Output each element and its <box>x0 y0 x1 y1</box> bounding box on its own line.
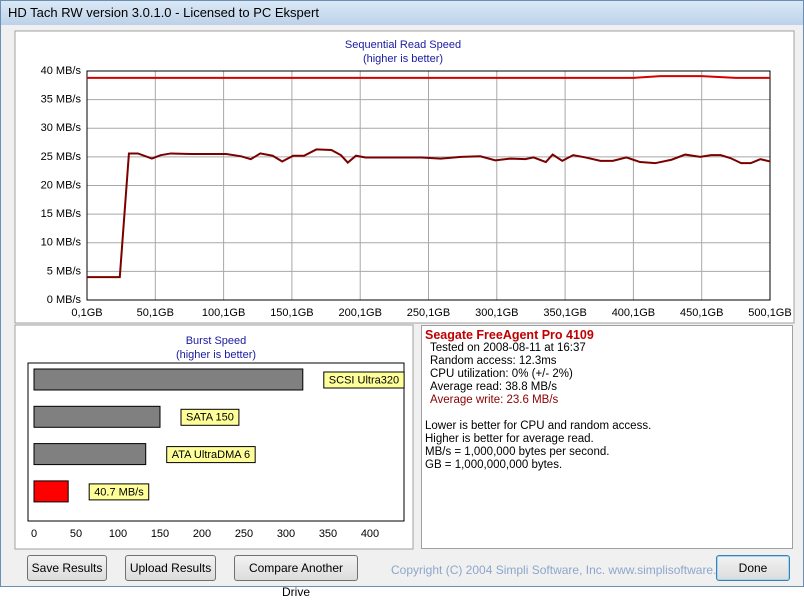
info-panel: Seagate FreeAgent Pro 4109 Tested on 200… <box>421 325 793 549</box>
series-line <box>87 75 770 79</box>
x-tick-label: 150 <box>151 528 169 540</box>
x-tick-label: 350 <box>319 528 337 540</box>
y-tick-label: 30 MB/s <box>41 122 82 134</box>
charts: Sequential Read Speed (higher is better)… <box>14 30 795 550</box>
bar-label-box <box>166 446 256 464</box>
x-tick-label: 450,1GB <box>680 307 723 319</box>
x-tick-label: 50 <box>70 528 82 540</box>
x-tick-label: 150,1GB <box>270 307 313 319</box>
bar-label: SATA 150 <box>186 412 234 424</box>
x-tick-label: 50,1GB <box>137 307 174 319</box>
bar-label-box <box>180 408 240 426</box>
bar <box>33 480 69 503</box>
upload-button[interactable]: Upload Results <box>125 555 216 581</box>
done-button[interactable]: Done <box>716 555 790 581</box>
result-line: Random access: 12.3ms <box>430 355 557 367</box>
x-tick-label: 300 <box>277 528 295 540</box>
y-tick-label: 25 MB/s <box>41 151 82 163</box>
note-line: Higher is better for average read. <box>425 433 594 445</box>
copyright: Copyright (C) 2004 Simpli Software, Inc.… <box>391 563 740 577</box>
x-tick-label: 500,1GB <box>748 307 791 319</box>
chart-title: Burst Speed <box>186 335 247 347</box>
y-tick-label: 20 MB/s <box>41 179 82 191</box>
y-tick-label: 5 MB/s <box>47 265 82 277</box>
note-line: GB = 1,000,000,000 bytes. <box>425 459 563 471</box>
x-tick-label: 0 <box>31 528 37 540</box>
result-line: Average write: 23.6 MB/s <box>430 394 559 406</box>
bar-label: ATA UltraDMA 6 <box>172 449 250 461</box>
note-line: MB/s = 1,000,000 bytes per second. <box>425 446 610 458</box>
notes: Lower is better for CPU and random acces… <box>425 420 651 472</box>
chart-title: Sequential Read Speed <box>345 39 461 51</box>
value-label: 40.7 MB/s <box>94 486 144 498</box>
series-line <box>87 148 771 279</box>
chart-subtitle: (higher is better) <box>176 349 256 361</box>
bar <box>33 368 304 391</box>
x-tick-label: 400,1GB <box>612 307 655 319</box>
y-tick-label: 35 MB/s <box>41 94 82 106</box>
x-tick-label: 100,1GB <box>202 307 245 319</box>
plot-border <box>86 70 771 301</box>
chart-subtitle: (higher is better) <box>363 53 443 65</box>
window-title: HD Tach RW version 3.0.1.0 - Licensed to… <box>8 5 319 20</box>
note-line: Lower is better for CPU and random acces… <box>425 420 652 432</box>
y-tick-label: 0 MB/s <box>47 294 82 306</box>
title-bar: HD Tach RW version 3.0.1.0 - Licensed to… <box>1 1 803 25</box>
compare-button[interactable]: Compare Another Drive <box>234 555 358 599</box>
x-tick-label: 300,1GB <box>475 307 518 319</box>
y-tick-label: 15 MB/s <box>41 208 82 220</box>
x-tick-label: 350,1GB <box>543 307 586 319</box>
result-line: Average read: 38.8 MB/s <box>430 381 557 393</box>
bar-label-box <box>323 371 405 389</box>
result-line: CPU utilization: 0% (+/- 2%) <box>430 368 573 380</box>
bar <box>33 405 161 428</box>
x-tick-label: 200 <box>193 528 211 540</box>
bar-label-box <box>88 483 150 501</box>
x-tick-label: 0,1GB <box>71 307 102 319</box>
results: Tested on 2008-08-11 at 16:37 Random acce… <box>430 342 586 407</box>
x-tick-label: 250,1GB <box>407 307 450 319</box>
y-tick-label: 40 MB/s <box>41 65 82 77</box>
bar <box>33 443 147 466</box>
y-tick-label: 10 MB/s <box>41 237 82 249</box>
save-button[interactable]: Save Results <box>27 555 107 581</box>
result-line: Tested on 2008-08-11 at 16:37 <box>430 342 586 354</box>
x-tick-label: 200,1GB <box>338 307 381 319</box>
bar-label: SCSI Ultra320 <box>329 374 399 386</box>
x-tick-label: 250 <box>235 528 253 540</box>
x-tick-label: 400 <box>361 528 379 540</box>
drive-name: Seagate FreeAgent Pro 4109 <box>425 328 594 342</box>
x-tick-label: 100 <box>109 528 127 540</box>
